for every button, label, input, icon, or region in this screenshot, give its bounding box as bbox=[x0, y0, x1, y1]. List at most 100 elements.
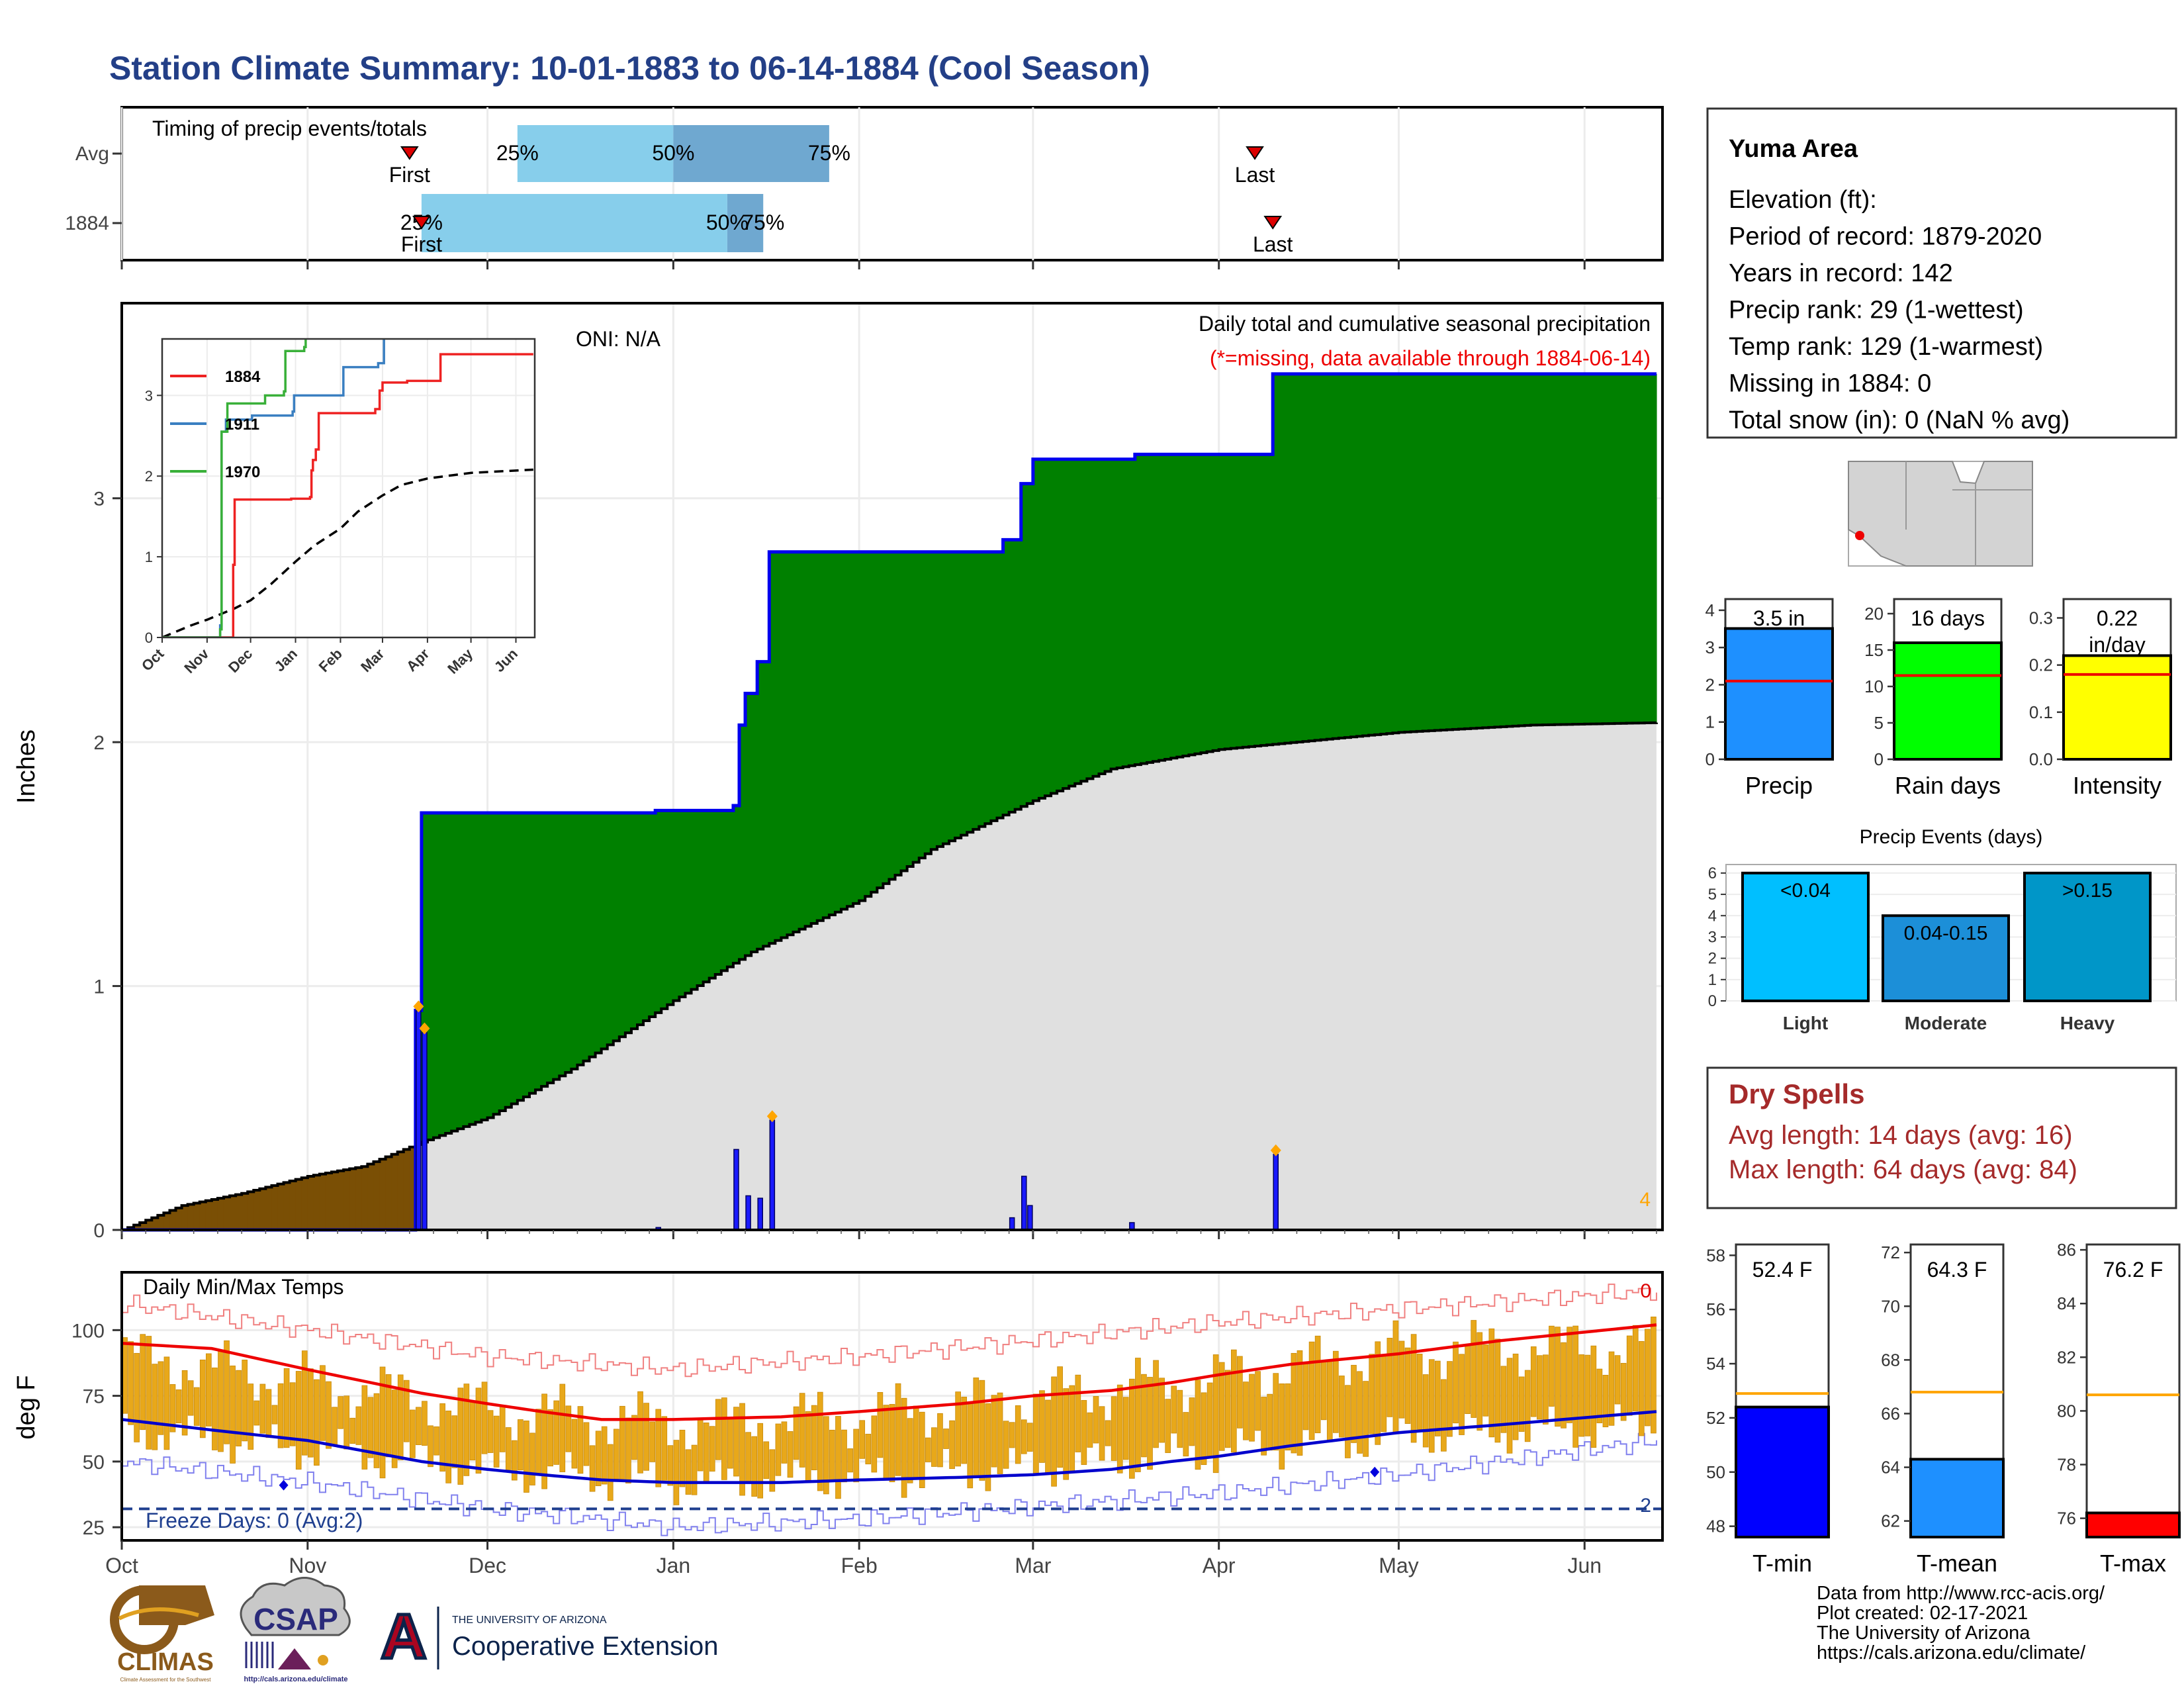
season-bar-intensity bbox=[2062, 654, 2172, 761]
csap-cloud bbox=[240, 1577, 351, 1636]
daily-temp-bar bbox=[1645, 1329, 1651, 1427]
surplus-column bbox=[1459, 373, 1465, 729]
daily-temp-bar bbox=[1620, 1362, 1627, 1421]
deficit-column bbox=[403, 1149, 410, 1230]
ua-block-a: A bbox=[381, 1601, 426, 1672]
surplus-column bbox=[967, 551, 974, 833]
daily-temp-bar bbox=[1237, 1356, 1243, 1429]
surplus-column bbox=[979, 551, 986, 827]
surplus-column bbox=[631, 813, 638, 1029]
season-y-tick-label: 0 bbox=[1706, 749, 1715, 769]
surplus-column bbox=[1140, 454, 1148, 764]
deficit-column bbox=[230, 1196, 236, 1230]
deficit-column bbox=[295, 1179, 302, 1230]
surplus-column bbox=[535, 813, 542, 1090]
temp-panel-title: Daily Min/Max Temps bbox=[143, 1275, 343, 1299]
month-axis-label: Dec bbox=[469, 1554, 506, 1577]
surplus-column bbox=[883, 551, 890, 884]
daily-temp-bar bbox=[355, 1406, 362, 1445]
daily-temp-bar bbox=[841, 1429, 847, 1483]
surplus-column bbox=[625, 813, 632, 1033]
deficit-column bbox=[338, 1170, 344, 1230]
daily-temp-bar bbox=[1159, 1378, 1165, 1443]
daily-temp-bar bbox=[1063, 1388, 1069, 1480]
station-info-line: Total snow (in): 0 (NaN % avg) bbox=[1729, 406, 2070, 434]
events-y-tick-label: 0 bbox=[1708, 992, 1717, 1010]
surplus-column bbox=[1410, 373, 1418, 732]
record-high-line bbox=[122, 1284, 1657, 1378]
temp-mean-y-tick-label: 78 bbox=[2057, 1455, 2076, 1475]
daily-temp-bar bbox=[1596, 1368, 1603, 1423]
month-axis-label: May bbox=[1379, 1554, 1418, 1577]
event-bar-value-label: 0.04-0.15 bbox=[1904, 922, 1988, 944]
surplus-column bbox=[1477, 373, 1483, 728]
inset-y-tick-label: 2 bbox=[145, 468, 153, 485]
daily-temp-bar bbox=[1267, 1393, 1273, 1451]
daily-temp-bar bbox=[805, 1411, 811, 1483]
surplus-column bbox=[1326, 373, 1334, 739]
climas-logo-text: CLIMAS bbox=[117, 1648, 214, 1676]
surplus-column bbox=[1506, 373, 1514, 727]
daily-temp-bar bbox=[1536, 1355, 1543, 1420]
season-bar-rain-days bbox=[1893, 641, 2003, 761]
daily-temp-bar bbox=[757, 1423, 764, 1499]
surplus-column bbox=[1512, 373, 1520, 726]
temp-mean-y-tick-label: 66 bbox=[1881, 1403, 1900, 1423]
daily-temp-bar bbox=[1651, 1316, 1657, 1434]
daily-temp-bar bbox=[199, 1359, 206, 1438]
daily-temp-bar bbox=[853, 1429, 859, 1483]
surplus-column bbox=[1009, 539, 1016, 812]
station-info-line: Elevation (ft): bbox=[1729, 186, 1877, 214]
dry-spells-title: Dry Spells bbox=[1729, 1078, 1864, 1109]
timing-bar-25-50 bbox=[421, 194, 727, 252]
daily-temp-bar bbox=[1494, 1338, 1501, 1443]
surplus-column bbox=[1044, 459, 1052, 796]
season-panel-label: Precip bbox=[1745, 772, 1813, 799]
deficit-column bbox=[307, 1176, 314, 1230]
daily-temp-bar bbox=[1572, 1325, 1578, 1448]
surplus-column bbox=[721, 810, 728, 971]
timing-bar-50-75 bbox=[673, 125, 829, 182]
surplus-column bbox=[1416, 373, 1424, 731]
surplus-column bbox=[1165, 454, 1171, 759]
daily-temp-bar bbox=[1015, 1405, 1021, 1464]
surplus-column bbox=[619, 813, 626, 1037]
surplus-column bbox=[805, 551, 812, 927]
timing-first-marker bbox=[400, 146, 419, 160]
surplus-column bbox=[655, 810, 662, 1013]
daily-temp-bar bbox=[277, 1383, 284, 1448]
daily-temp-bar bbox=[823, 1416, 829, 1495]
surplus-column bbox=[1195, 454, 1202, 754]
event-category-label: Moderate bbox=[1905, 1013, 1987, 1033]
surplus-column bbox=[1578, 373, 1585, 724]
daily-temp-bar bbox=[481, 1382, 488, 1454]
temp-mean-y-tick-label: 50 bbox=[1706, 1462, 1725, 1482]
daily-temp-bar bbox=[847, 1448, 853, 1473]
surplus-column bbox=[493, 813, 500, 1115]
daily-temp-bar bbox=[338, 1396, 343, 1429]
surplus-column bbox=[451, 813, 458, 1131]
temp-mean-panel-label: T-max bbox=[2100, 1550, 2166, 1577]
surplus-column bbox=[433, 813, 440, 1138]
daily-temp-bar bbox=[253, 1400, 260, 1426]
surplus-column bbox=[559, 813, 566, 1076]
surplus-column bbox=[1465, 373, 1471, 729]
timing-first-label: First bbox=[401, 232, 442, 256]
daily-temp-bar bbox=[158, 1361, 164, 1435]
daily-temp-bar bbox=[829, 1429, 835, 1482]
surplus-column bbox=[1530, 373, 1537, 726]
inset-frame bbox=[161, 338, 536, 639]
deficit-column bbox=[397, 1152, 404, 1230]
timing-first-marker bbox=[412, 216, 431, 230]
surplus-column bbox=[553, 813, 560, 1080]
deficit-column bbox=[319, 1174, 326, 1230]
month-axis-label: Mar bbox=[1015, 1554, 1051, 1577]
daily-temp-bar bbox=[601, 1426, 608, 1485]
surplus-column bbox=[1626, 373, 1633, 724]
daily-temp-bar bbox=[955, 1391, 961, 1467]
surplus-column bbox=[757, 661, 764, 949]
daily-temp-bar bbox=[1201, 1392, 1207, 1466]
daily-temp-bar bbox=[715, 1399, 721, 1460]
deficit-column bbox=[205, 1200, 212, 1230]
